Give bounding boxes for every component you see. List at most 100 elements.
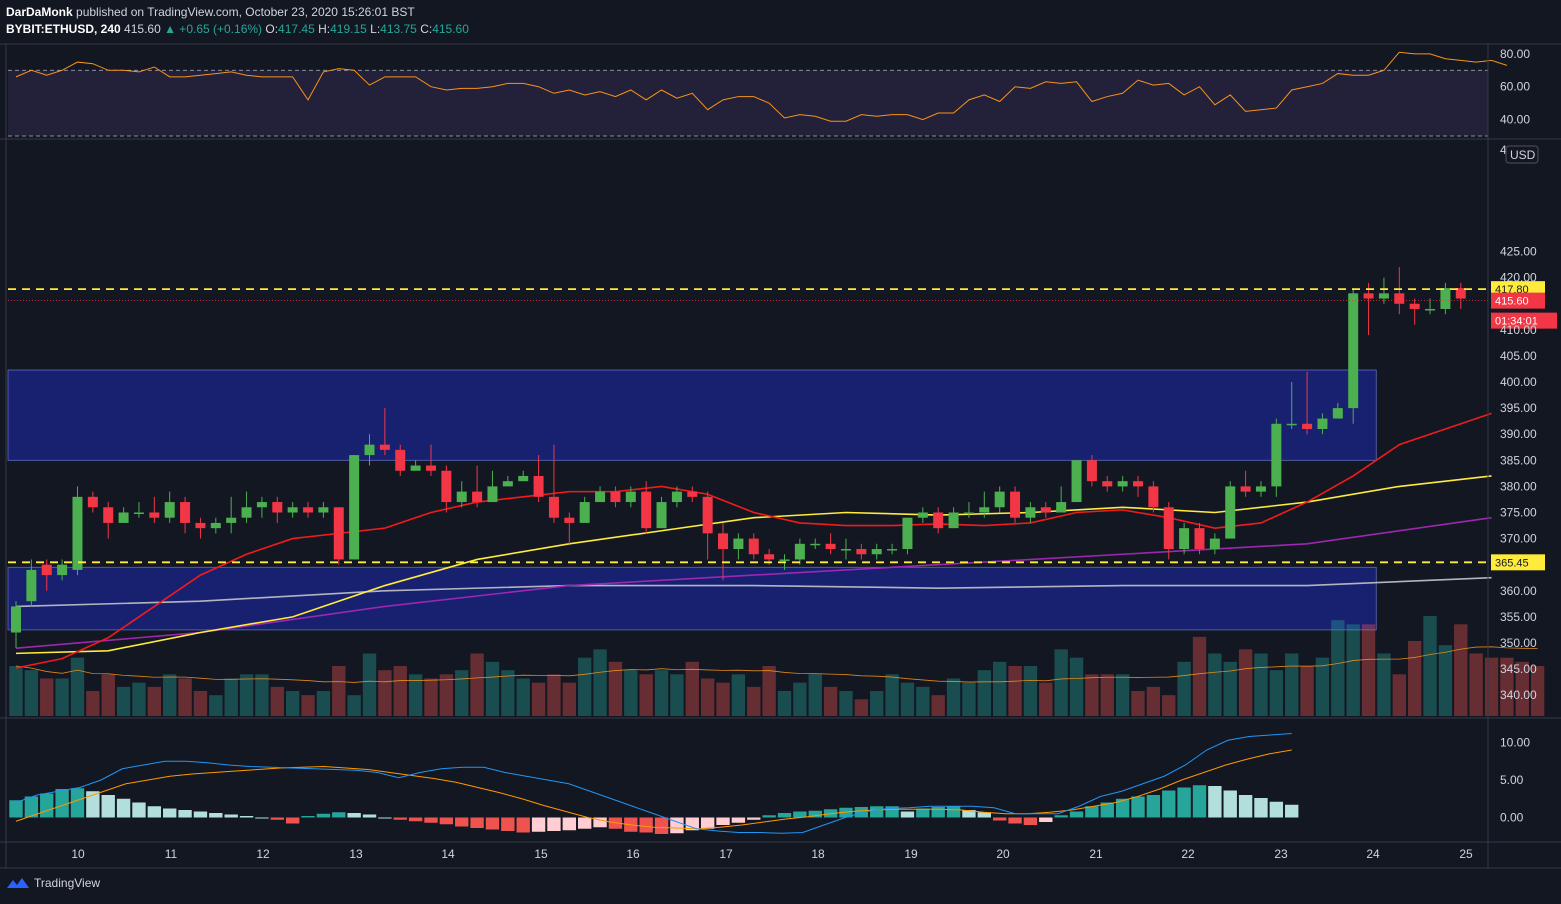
currency-badge [1505, 145, 1539, 164]
volume-bar [593, 649, 607, 716]
macd-histogram-bar [562, 817, 577, 831]
candle-body [1194, 528, 1205, 550]
volume-bar [239, 674, 254, 716]
macd-histogram-bar [362, 814, 377, 818]
macd-histogram-bar [485, 817, 500, 830]
volume-bar [285, 691, 300, 716]
volume-bar [1469, 653, 1483, 716]
close-label: C: [420, 22, 433, 36]
macd-histogram-bar [332, 812, 346, 818]
macd-signal-line [15, 749, 1292, 830]
volume-bar [424, 678, 438, 716]
volume-bar [224, 678, 238, 716]
volume-bar [193, 691, 208, 716]
volume-bar [1515, 661, 1529, 716]
candle-body [963, 512, 974, 514]
ema100-line [15, 516, 1492, 649]
volume-bar [1192, 636, 1207, 716]
candle-body [794, 543, 805, 560]
volume-bar [900, 682, 915, 716]
volume-bar [1269, 670, 1284, 716]
candle-body [1302, 423, 1313, 429]
candle-body [548, 496, 559, 518]
candle-body [1025, 507, 1036, 518]
macd-histogram-bar [1177, 787, 1191, 818]
volume-bar [316, 691, 331, 716]
macd-histogram-bar [501, 817, 515, 831]
macd-line [15, 733, 1292, 834]
volume-bar [531, 682, 546, 716]
rsi-pane[interactable] [8, 51, 1508, 137]
macd-histogram-bar [1269, 801, 1284, 818]
candle-body [994, 491, 1005, 508]
candle-body [118, 512, 129, 523]
volume-bar [1254, 653, 1268, 716]
symbol-name[interactable]: BYBIT:ETHUSD, 240 [6, 22, 121, 36]
author-name[interactable]: DarDaMonk [6, 5, 73, 19]
candle-body [133, 512, 144, 514]
date-tick-label: 22 [1181, 847, 1195, 861]
macd-histogram-bar [239, 816, 254, 818]
macd-histogram-bar [255, 817, 269, 819]
candle-body [1363, 293, 1374, 299]
volume-bar [1162, 695, 1176, 716]
volume-bar [1177, 661, 1191, 716]
date-tick-label: 20 [996, 847, 1010, 861]
macd-histogram-bar [408, 817, 423, 822]
volume-bar [1146, 686, 1161, 716]
low-label: L: [370, 22, 381, 36]
macd-histogram-bar [731, 817, 746, 823]
macd-histogram-bar [685, 817, 699, 831]
volume-bar [332, 666, 346, 716]
candle-body [1317, 418, 1328, 429]
volume-bar [685, 661, 699, 716]
volume-bar [1100, 674, 1114, 716]
volume-bar [808, 674, 822, 716]
open-value: 417.45 [278, 22, 315, 36]
rsi-tick-label: 80.00 [1500, 47, 1530, 61]
volume-bar [870, 691, 884, 716]
level-tag [1491, 554, 1545, 571]
volume-bar [1331, 620, 1345, 716]
candle-body [1040, 507, 1051, 513]
candle-body [87, 496, 98, 508]
macd-pane[interactable] [9, 733, 1299, 835]
volume-bar [823, 686, 838, 716]
macd-histogram-bar [116, 798, 131, 818]
macd-histogram-bar [316, 813, 331, 818]
high-value: 419.15 [330, 22, 367, 36]
price-tick-label: 360.00 [1500, 584, 1537, 598]
countdown-label: 01:34:01 [1495, 316, 1538, 328]
macd-histogram-bar [1254, 798, 1268, 818]
macd-histogram-bar [962, 810, 976, 818]
price-tick-label: 420.00 [1500, 271, 1537, 285]
candle-body [656, 502, 667, 529]
candle-body [641, 491, 652, 529]
macd-histogram-bar [531, 817, 546, 832]
candle-body [303, 507, 314, 513]
volume-bar [1454, 624, 1468, 716]
volume-bar [1438, 645, 1453, 716]
volume-bar [408, 674, 423, 716]
candle-body [241, 507, 252, 518]
candle-body [1086, 460, 1097, 482]
volume-bar [455, 670, 469, 716]
macd-histogram-bar [916, 808, 930, 818]
volume-bar [1131, 691, 1145, 716]
candle-body [210, 522, 221, 529]
volume-bar [1361, 624, 1376, 716]
candle-body [487, 486, 498, 503]
volume-bar [946, 678, 961, 716]
candle-body [364, 444, 375, 456]
candle-body [287, 507, 298, 513]
candle-body [702, 496, 713, 534]
price-pane[interactable] [7, 267, 1545, 716]
volume-ma-line [15, 646, 1538, 683]
volume-bar [1085, 674, 1099, 716]
candle-body [1440, 288, 1451, 309]
brand-name: TradingView [34, 876, 101, 890]
volume-bar [962, 682, 976, 716]
macd-histogram-bar [224, 814, 238, 818]
volume-bar [470, 653, 484, 716]
